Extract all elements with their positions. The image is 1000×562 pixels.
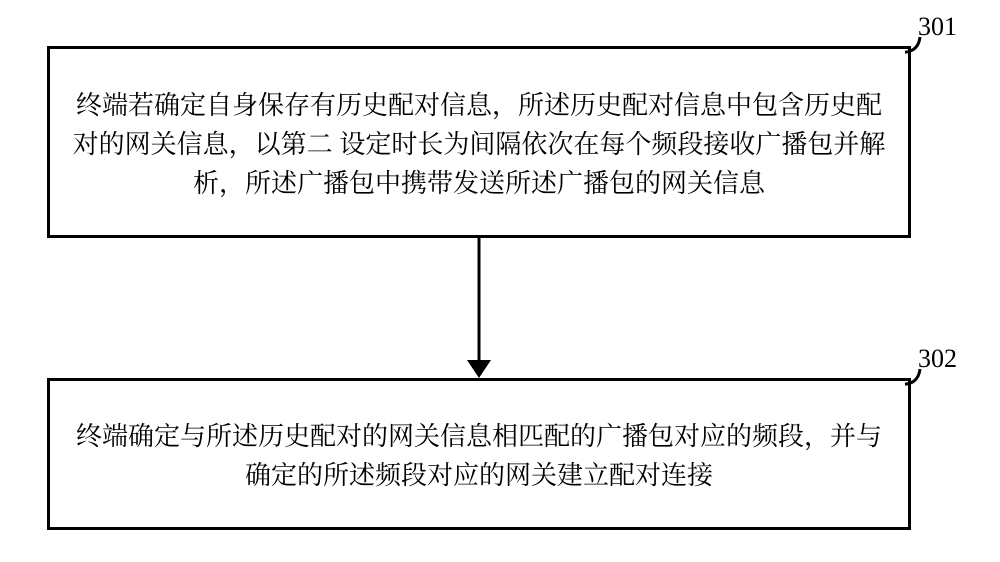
flow-arrow-1 (459, 238, 499, 378)
flow-step-302: 终端确定与所述历史配对的网关信息相匹配的广播包对应的频段，并与确定的所述频段对应… (47, 378, 911, 530)
label-leader-301 (901, 33, 924, 56)
flow-step-302-text: 终端确定与所述历史配对的网关信息相匹配的广播包对应的频段，并与确定的所述频段对应… (64, 415, 894, 493)
label-leader-302 (901, 365, 924, 388)
flowchart-canvas: 终端若确定自身保存有历史配对信息，所述历史配对信息中包含历史配对的网关信息，以第… (0, 0, 1000, 562)
flow-step-301: 终端若确定自身保存有历史配对信息，所述历史配对信息中包含历史配对的网关信息，以第… (47, 46, 911, 238)
flow-step-301-text: 终端若确定自身保存有历史配对信息，所述历史配对信息中包含历史配对的网关信息，以第… (64, 84, 894, 201)
